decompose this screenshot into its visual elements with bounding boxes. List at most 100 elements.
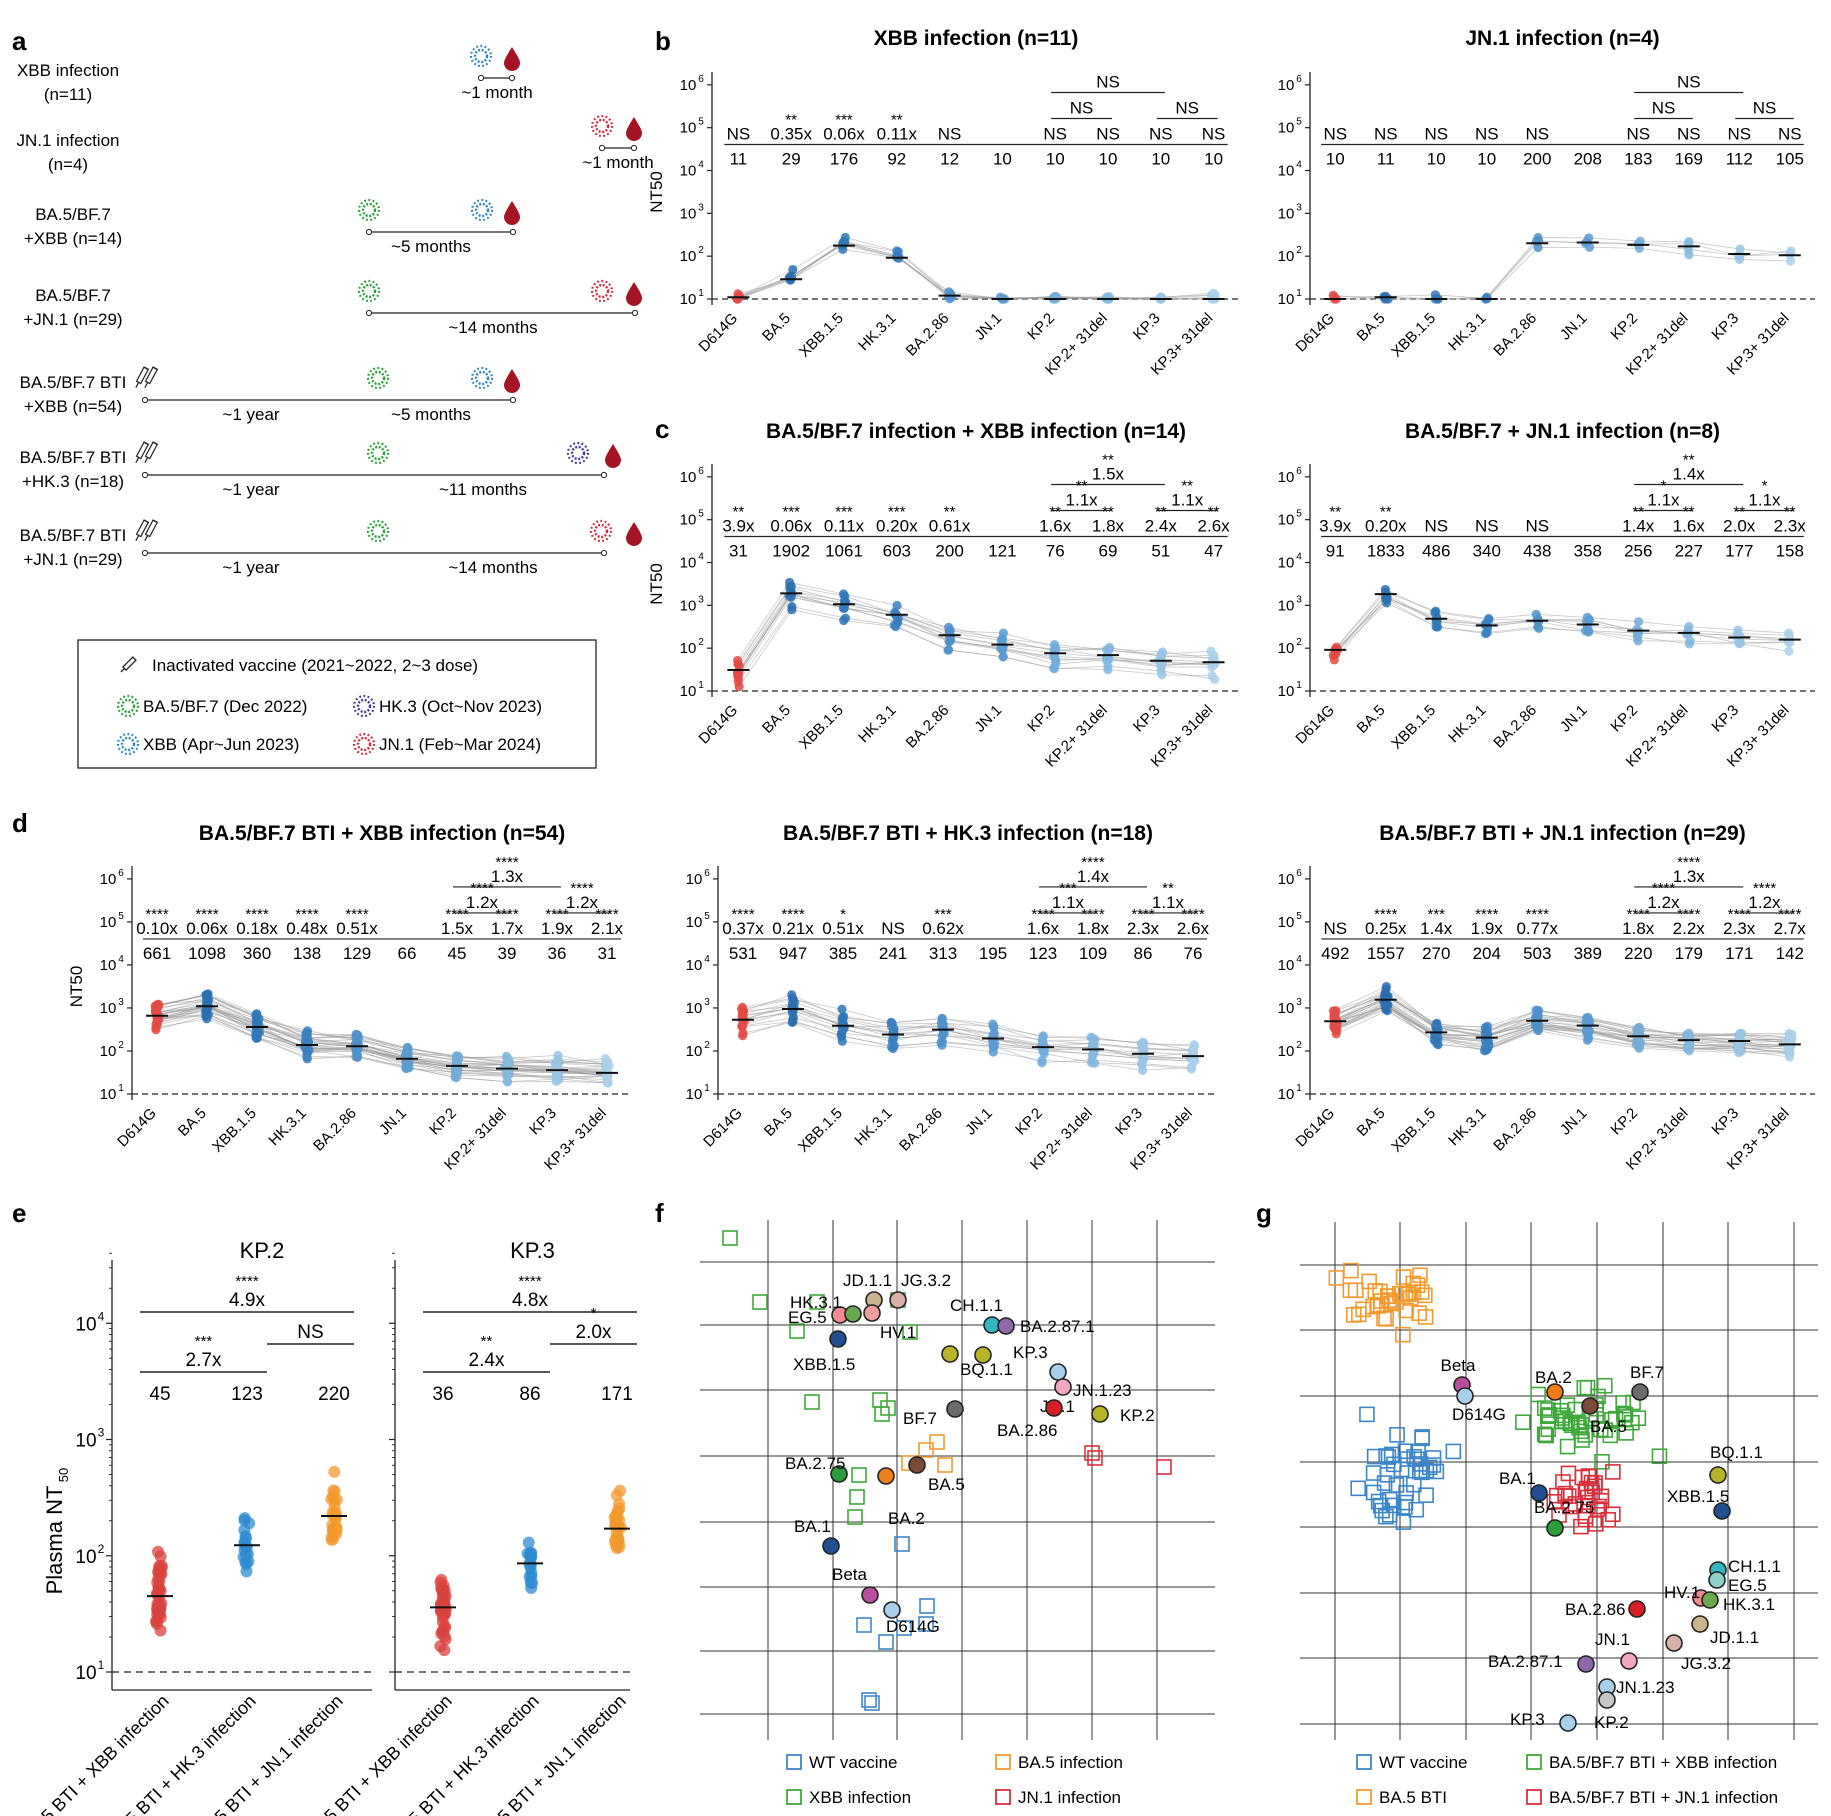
median-value: 176 — [830, 150, 858, 169]
bracket-stars: * — [1762, 478, 1768, 495]
sample-trace — [156, 1007, 607, 1076]
y-tick-label: 10 — [686, 1086, 703, 1103]
sample-point — [737, 1021, 747, 1031]
antigen-point — [1628, 1600, 1646, 1618]
fold-change: 3.9x — [1319, 517, 1352, 536]
antigenic-map-f: JD.1.1 JG.3.2 HK.3.1EG.5 HV.1 XBB.1.5 CH.1.1 B… — [700, 1220, 1215, 1807]
y-tick-label: 10 — [1278, 555, 1295, 572]
hk3-virus-icon — [352, 694, 376, 718]
syringe-body — [135, 441, 150, 460]
antigen-point — [829, 1330, 847, 1348]
median-value: 10 — [1204, 150, 1223, 169]
antigen-label: HK.3.1 — [1723, 1595, 1775, 1614]
serum-square — [1359, 1406, 1375, 1423]
fold-change: 2.6x — [1177, 919, 1210, 938]
fold-change: NS — [881, 919, 905, 938]
fold-change: 0.37x — [722, 919, 764, 938]
serum-square — [1084, 1445, 1100, 1461]
antigen-point — [1054, 1378, 1072, 1396]
serum-square — [1586, 1478, 1603, 1494]
median-value: 492 — [1321, 944, 1349, 963]
blood-drop-icon — [504, 201, 520, 225]
y-tick-label: 10 — [686, 914, 703, 931]
y-tick-exp: 2 — [1296, 245, 1302, 256]
fold-change: NS — [1778, 125, 1802, 144]
median-value: 112 — [1726, 150, 1753, 169]
sample-point — [502, 1069, 512, 1079]
y-tick-label: 10 — [100, 1086, 117, 1103]
sample-point — [1533, 614, 1543, 625]
sample-point — [944, 645, 954, 655]
significance-stars: ** — [1683, 504, 1695, 521]
sample-point — [330, 1520, 343, 1533]
x-tick-label: D614G — [696, 310, 742, 356]
y-tick-exp: 3 — [698, 594, 704, 605]
bracket-stars: * — [1661, 478, 1667, 495]
antigen-point — [830, 1465, 848, 1483]
sample-trace — [1334, 240, 1792, 300]
sample-point — [738, 1010, 748, 1020]
sample-point — [838, 1019, 849, 1029]
antigen-label: CH.1.1 — [950, 1296, 1003, 1315]
fold-change: 2.4x — [1145, 517, 1178, 536]
serum-square — [864, 1695, 880, 1711]
serum-square — [809, 1294, 825, 1310]
antigen-label: HV.1 — [880, 1323, 916, 1342]
y-tick-label: 10 — [686, 1043, 703, 1060]
median-value: 340 — [1473, 542, 1501, 561]
row-n-label: (n=11) — [44, 85, 92, 104]
y-tick-label: 10 — [680, 555, 697, 572]
virus-icon — [469, 44, 493, 68]
significance-stars: **** — [495, 906, 519, 923]
x-tick-label: HK.3.1 — [855, 310, 899, 354]
y-tick-label: 10 — [1278, 640, 1295, 657]
fold-change: NS — [1677, 125, 1701, 144]
significance-stars: **** — [1181, 906, 1205, 923]
bracket-label: 1.2x — [566, 893, 599, 912]
fold-change: NS — [938, 125, 962, 144]
sample-point — [1103, 661, 1113, 671]
fold-change: 1.4x — [1622, 517, 1655, 536]
sample-point — [202, 1002, 212, 1013]
x-tick-label: HK.3.1 — [851, 1105, 895, 1149]
median-value: 51 — [1151, 542, 1170, 561]
x-tick-label: JN.1 — [1557, 1105, 1591, 1139]
bracket-label: NS — [297, 1322, 323, 1343]
bracket-label: NS — [1652, 99, 1676, 118]
y-tick-label: 10 — [680, 120, 697, 137]
legend-square — [1526, 1754, 1542, 1770]
antigen-label: D614G — [886, 1617, 940, 1636]
y-tick-exp: 2 — [1296, 637, 1302, 648]
panel-a: a XBB infection (n=11) ~1 month JN.1 infect… — [12, 26, 654, 769]
timeline-node — [600, 471, 608, 479]
x-tick-label: BA.2.86 — [1490, 1105, 1540, 1155]
sample-point — [887, 1018, 897, 1028]
significance-stars: *** — [888, 504, 906, 521]
serum-square — [1418, 1487, 1434, 1504]
syringe-icon — [135, 441, 150, 463]
serum-square — [1576, 1380, 1593, 1396]
sample-point — [1430, 1031, 1440, 1041]
sample-point — [328, 1465, 341, 1478]
sample-point — [733, 294, 743, 304]
sample-trace — [1334, 246, 1791, 300]
x-tick-label: BA.2.86 — [903, 310, 953, 360]
sample-point — [401, 1047, 411, 1057]
antigen-label: KP.3 — [1013, 1343, 1048, 1362]
median-value: 947 — [779, 944, 807, 963]
antigen-label: JD.1.1 — [1710, 1628, 1759, 1647]
bracket-label: 1.1x — [1052, 893, 1085, 912]
antigen-point — [1709, 1466, 1727, 1484]
bracket-stars: *** — [1059, 880, 1077, 897]
sample-trace — [1336, 588, 1790, 648]
sample-point — [1632, 624, 1642, 634]
y-tick-exp: 1 — [698, 288, 704, 299]
serum-square — [1386, 1456, 1402, 1473]
sample-trace — [743, 1007, 1193, 1056]
x-tick-label: D614G — [700, 1105, 746, 1151]
panel-label-c: c — [655, 414, 669, 444]
serum-square — [878, 1634, 894, 1650]
y-tick-label: 10 — [680, 77, 697, 94]
y-tick-label: 10 — [100, 871, 117, 888]
x-tick-label: HK.3.1 — [1445, 702, 1489, 746]
